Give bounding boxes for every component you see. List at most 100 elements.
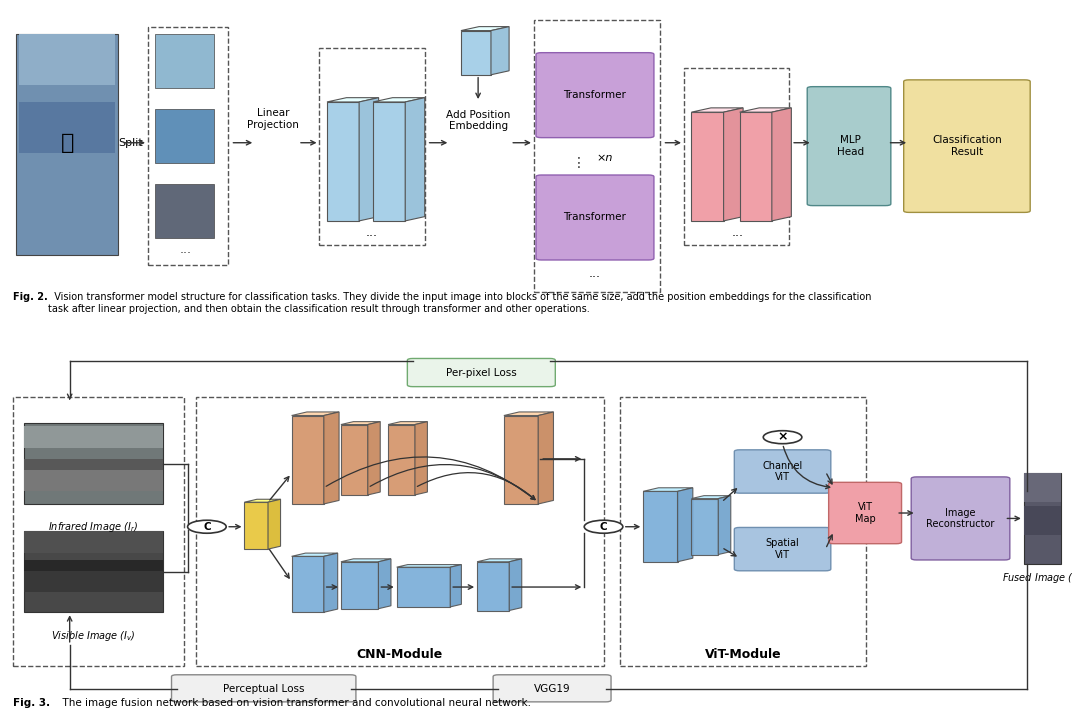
Text: Transformer: Transformer (564, 90, 626, 100)
Bar (24, 560, 163, 582)
FancyBboxPatch shape (493, 675, 611, 702)
Bar (24, 531, 163, 612)
Text: ×n: ×n (596, 153, 612, 163)
Polygon shape (461, 30, 491, 75)
Bar (196, 397, 604, 666)
Polygon shape (373, 98, 425, 102)
FancyBboxPatch shape (734, 527, 831, 571)
Text: Fig. 2.: Fig. 2. (13, 292, 47, 302)
Polygon shape (341, 561, 378, 609)
Bar (19, 102, 115, 153)
Bar (24, 571, 163, 593)
Text: ⋮: ⋮ (572, 156, 585, 170)
Text: Channel
ViT: Channel ViT (762, 461, 803, 482)
Bar (684, 68, 789, 245)
Text: Fused Image ($\mathit{I_f}$): Fused Image ($\mathit{I_f}$) (1002, 571, 1072, 585)
Polygon shape (691, 112, 724, 221)
Polygon shape (292, 553, 338, 556)
Text: ...: ... (731, 227, 744, 239)
Polygon shape (415, 422, 428, 495)
Polygon shape (491, 27, 509, 75)
Polygon shape (643, 491, 678, 561)
Bar (1024, 474, 1061, 502)
Bar (24, 423, 163, 504)
FancyBboxPatch shape (172, 675, 356, 702)
Polygon shape (341, 425, 368, 495)
Bar (620, 397, 866, 666)
FancyBboxPatch shape (407, 358, 555, 387)
Polygon shape (740, 108, 791, 112)
Text: ViT-Module: ViT-Module (704, 648, 781, 661)
Polygon shape (368, 422, 381, 495)
Bar (148, 27, 228, 265)
Text: Add Position
Embedding: Add Position Embedding (446, 110, 510, 132)
Circle shape (584, 520, 623, 533)
Polygon shape (504, 412, 553, 416)
Polygon shape (405, 98, 425, 221)
Text: C: C (599, 522, 608, 532)
FancyBboxPatch shape (904, 80, 1030, 212)
Polygon shape (397, 567, 450, 607)
Bar (534, 21, 660, 292)
Polygon shape (691, 498, 718, 554)
Polygon shape (772, 108, 791, 221)
Bar (155, 183, 214, 238)
Text: 🏛: 🏛 (61, 132, 74, 153)
Polygon shape (292, 556, 324, 612)
Polygon shape (477, 561, 509, 610)
Polygon shape (341, 422, 381, 425)
FancyBboxPatch shape (536, 52, 654, 137)
Text: ...: ... (366, 227, 378, 239)
Text: Infrared Image ($\mathit{I_r}$): Infrared Image ($\mathit{I_r}$) (48, 520, 138, 535)
Bar (24, 469, 163, 491)
Text: CNN-Module: CNN-Module (357, 648, 443, 661)
Polygon shape (244, 499, 281, 502)
Bar (19, 160, 115, 211)
FancyBboxPatch shape (911, 477, 1010, 560)
Polygon shape (388, 422, 428, 425)
Bar (155, 109, 214, 163)
Text: ViT
Map: ViT Map (854, 502, 876, 524)
Text: C: C (203, 522, 211, 532)
Bar (19, 34, 115, 85)
Text: MLP
Head: MLP Head (836, 135, 864, 157)
Polygon shape (691, 108, 743, 112)
Polygon shape (643, 488, 693, 491)
Text: Fig. 3.: Fig. 3. (13, 698, 50, 708)
Polygon shape (724, 108, 743, 221)
Polygon shape (718, 496, 731, 554)
Polygon shape (373, 102, 405, 221)
Bar (16, 34, 118, 255)
Bar (319, 47, 425, 245)
Polygon shape (509, 559, 522, 610)
Text: Spatial
ViT: Spatial ViT (765, 538, 800, 560)
Text: Split: Split (118, 138, 144, 148)
Text: Transformer: Transformer (564, 212, 626, 222)
FancyBboxPatch shape (807, 86, 891, 205)
Bar (13, 397, 184, 666)
Bar (1024, 473, 1061, 564)
Polygon shape (691, 496, 731, 498)
Bar (24, 459, 163, 481)
Polygon shape (538, 412, 553, 504)
Polygon shape (359, 98, 378, 221)
Bar (24, 531, 163, 553)
Bar (24, 426, 163, 448)
Text: Classification
Result: Classification Result (932, 135, 1002, 157)
FancyBboxPatch shape (734, 450, 831, 493)
Text: Image
Reconstructor: Image Reconstructor (926, 508, 995, 530)
Polygon shape (292, 412, 339, 416)
Bar (155, 34, 214, 88)
FancyBboxPatch shape (829, 482, 902, 544)
Polygon shape (740, 112, 772, 221)
Polygon shape (388, 425, 415, 495)
Text: Per-pixel Loss: Per-pixel Loss (446, 367, 517, 377)
Polygon shape (292, 416, 324, 504)
Text: ×: × (777, 430, 788, 444)
Text: ...: ... (589, 267, 601, 280)
Polygon shape (244, 502, 268, 549)
Text: Visible Image ($\mathit{I_v}$): Visible Image ($\mathit{I_v}$) (51, 629, 135, 643)
Text: ...: ... (179, 244, 192, 256)
Text: Vision transformer model structure for classification tasks. They divide the inp: Vision transformer model structure for c… (48, 292, 872, 314)
Circle shape (763, 430, 802, 444)
